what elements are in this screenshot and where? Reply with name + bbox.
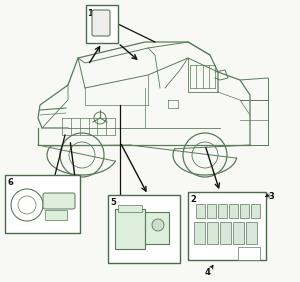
Bar bbox=[251, 204, 260, 218]
Bar bbox=[220, 222, 231, 244]
FancyBboxPatch shape bbox=[43, 193, 75, 209]
Bar bbox=[207, 204, 216, 218]
Bar bbox=[108, 195, 180, 263]
Text: 5: 5 bbox=[110, 198, 116, 207]
Bar bbox=[194, 222, 205, 244]
Bar bbox=[246, 222, 257, 244]
Bar bbox=[45, 210, 67, 220]
FancyBboxPatch shape bbox=[145, 212, 169, 244]
Bar bbox=[207, 222, 218, 244]
Bar bbox=[218, 204, 227, 218]
Circle shape bbox=[152, 219, 164, 231]
Bar bbox=[86, 5, 118, 43]
Bar bbox=[188, 192, 266, 260]
FancyBboxPatch shape bbox=[92, 10, 110, 36]
Bar bbox=[118, 205, 142, 212]
Bar bbox=[233, 222, 244, 244]
Bar bbox=[5, 175, 80, 233]
Text: 1: 1 bbox=[87, 9, 93, 18]
Bar bbox=[229, 204, 238, 218]
Bar bbox=[196, 204, 205, 218]
Text: 2: 2 bbox=[190, 195, 196, 204]
Bar bbox=[238, 247, 260, 260]
Bar bbox=[240, 204, 249, 218]
Text: 4: 4 bbox=[205, 268, 211, 277]
FancyBboxPatch shape bbox=[115, 209, 145, 249]
Text: 3: 3 bbox=[268, 192, 274, 201]
Text: 6: 6 bbox=[7, 178, 13, 187]
